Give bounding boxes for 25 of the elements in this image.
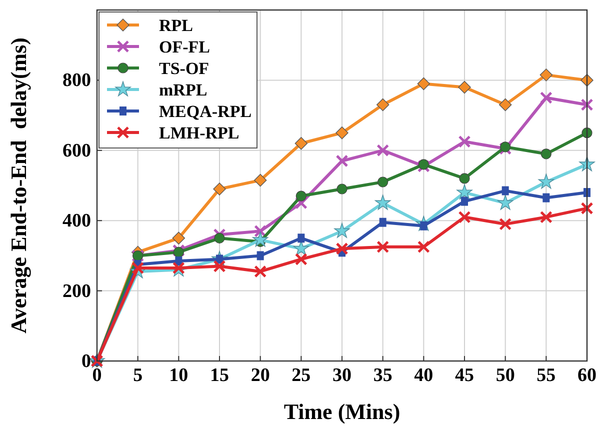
x-tick-label: 30 <box>332 365 352 386</box>
legend-label: OF-FL <box>159 38 210 56</box>
x-tick-label: 15 <box>210 365 229 386</box>
legend-label: mRPL <box>159 80 208 100</box>
legend-label: LMH-RPL <box>159 124 240 142</box>
x-tick-label: 45 <box>455 365 474 386</box>
legend-label: RPL <box>159 16 193 35</box>
x-tick-label: 5 <box>133 365 143 386</box>
x-tick-label: 25 <box>292 365 311 386</box>
y-tick-label: 600 <box>62 140 91 162</box>
x-tick-label: 60 <box>578 365 596 386</box>
y-tick-label: 0 <box>82 351 91 372</box>
x-tick-label: 10 <box>169 365 188 386</box>
y-tick-label: 800 <box>62 70 91 92</box>
legend-label: TS-OF <box>159 59 210 78</box>
x-tick-label: 40 <box>414 365 434 386</box>
x-tick-label: 20 <box>250 365 270 386</box>
x-tick-label: 35 <box>373 365 392 386</box>
x-tick-label: 50 <box>496 365 515 386</box>
y-axis-title: Average End-to-End delay(ms) <box>6 38 31 334</box>
y-tick-label: 400 <box>62 210 91 232</box>
x-axis-title: Time (Mins) <box>284 399 400 424</box>
x-tick-label: 55 <box>536 365 556 386</box>
legend-label: MEQA-RPL <box>159 102 252 121</box>
y-tick-label: 200 <box>62 280 91 302</box>
